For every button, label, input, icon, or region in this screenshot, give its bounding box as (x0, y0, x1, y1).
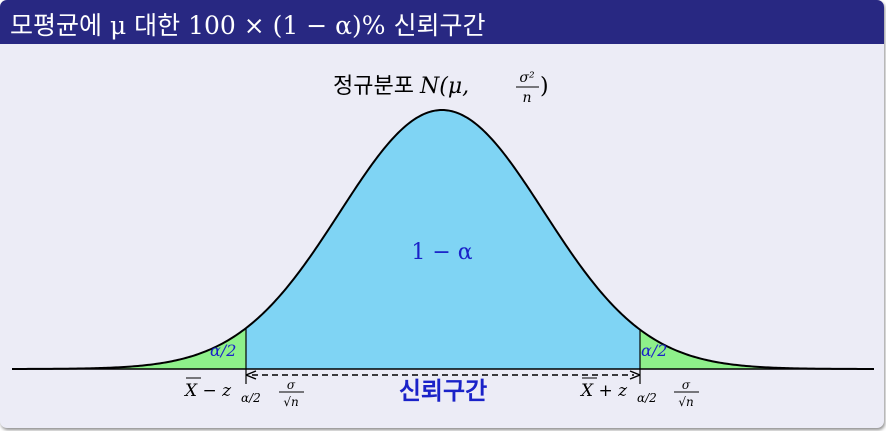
distribution-formula-tail: ) (540, 74, 549, 99)
distribution-prefix: 정규분포 (333, 74, 414, 99)
distribution-frac-denominator: n (522, 90, 531, 106)
right-tail-label: α/2 (641, 341, 667, 360)
normal-curve (12, 108, 875, 370)
right-tail-area (640, 329, 874, 369)
upper-bound-frac-den: √n (678, 395, 693, 409)
upper-bound-subscript: α/2 (637, 391, 657, 405)
lower-bound-frac-num: σ (287, 378, 296, 392)
confidence-area (246, 110, 640, 369)
upper-bound-main: X + z (579, 381, 628, 401)
interval-arrow-left (245, 370, 257, 380)
distribution-formula-head: N(μ, (419, 74, 469, 99)
slide-title: 모평균에 μ 대한 100 × (1 − α)% 신뢰구간 (10, 11, 486, 40)
interval-arrow-right (629, 370, 641, 380)
lower-bound-frac-den: √n (283, 395, 298, 409)
upper-bound-frac-num: σ (682, 378, 691, 392)
lower-bound-subscript: α/2 (241, 391, 261, 405)
left-tail-label: α/2 (210, 341, 236, 360)
lower-bound-main: X − z (183, 381, 232, 401)
left-tail-area (12, 328, 246, 369)
confidence-interval-label: 신뢰구간 (399, 377, 487, 405)
distribution-frac-numerator: σ² (519, 70, 535, 86)
title-bar: 모평균에 μ 대한 100 × (1 − α)% 신뢰구간 (0, 0, 884, 44)
confidence-level-label: 1 − α (411, 240, 472, 265)
